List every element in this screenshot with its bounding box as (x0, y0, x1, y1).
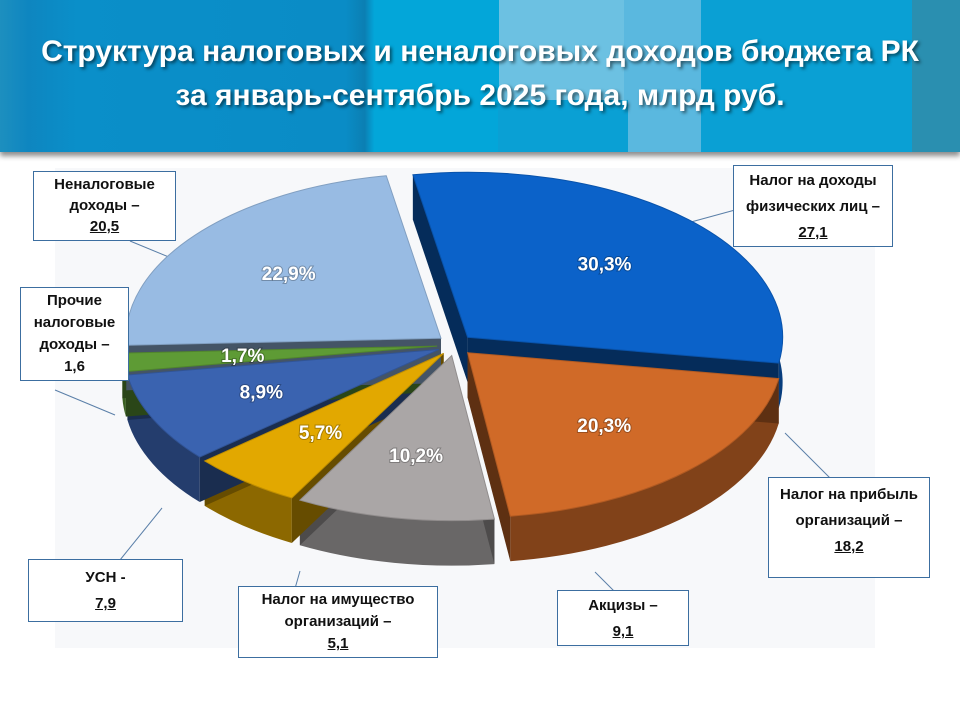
callout-label: Прочие налоговые доходы (33, 292, 116, 353)
callout-value: 27,1 (798, 224, 828, 241)
callout-label: Акцизы (588, 597, 646, 614)
percent-label: 22,9% (262, 264, 316, 285)
callout-sep: – (378, 613, 392, 630)
callout-value: 20,5 (89, 218, 120, 235)
slice-outer-wall (299, 500, 495, 566)
callout-value: 5,1 (327, 635, 349, 652)
callout-label: УСН (85, 569, 117, 586)
callout-label: Налог на доходы физических лиц (746, 172, 877, 215)
title-banner: Структура налоговых и неналоговых доходо… (0, 0, 960, 152)
pie-slice (298, 354, 496, 522)
pie-slice (126, 349, 439, 458)
percent-label: 1,7% (221, 346, 264, 367)
callout-ndfl: Налог на доходы физических лиц – 27,1 (733, 165, 893, 247)
page-title: Структура налоговых и неналоговых доходо… (0, 30, 960, 118)
callout-usn: УСН -7,9 (28, 559, 183, 622)
callout-value: 7,9 (95, 595, 116, 612)
leader-line-usn (119, 507, 163, 561)
callout-sep: – (645, 597, 658, 614)
percent-label: 5,7% (299, 423, 342, 444)
pie-slice (412, 171, 784, 364)
callout-sep: – (867, 198, 880, 215)
percent-label: 10,2% (389, 446, 443, 467)
slice-outer-wall (127, 375, 200, 503)
callout-nontax: Неналоговые доходы –20,5 (33, 171, 176, 241)
pie-slice (203, 352, 444, 499)
callout-sep: – (127, 197, 140, 214)
callout-sep: - (116, 569, 126, 586)
title-line-1: Структура налоговых и неналоговых доходо… (41, 35, 919, 68)
slice-side-wall (467, 352, 511, 562)
pie-slice (466, 352, 780, 517)
callout-label: Налог на имущество организаций (261, 591, 415, 630)
percent-label: 20,3% (577, 416, 631, 437)
banner-block (498, 100, 628, 152)
callout-label: Налог на прибыль организаций (780, 486, 918, 529)
callout-value: 9,1 (612, 623, 634, 640)
callout-value: 1,6 (64, 358, 85, 375)
slice-outer-wall (510, 378, 779, 562)
callout-label: Неналоговые доходы (54, 176, 155, 214)
leader-line-other (54, 389, 116, 416)
percent-label: 30,3% (578, 254, 632, 275)
title-line-2: за январь-сентябрь 2025 года, млрд руб. (175, 79, 785, 112)
slice-side-wall (412, 174, 468, 383)
callout-sep: – (889, 512, 903, 529)
callout-property: Налог на имущество организаций – 5,1 (238, 586, 438, 658)
callout-profit: Налог на прибыль организаций – 18,2 (768, 477, 930, 578)
callout-value: 18,2 (834, 538, 864, 555)
callout-other-tax: Прочие налоговые доходы –1,6 (20, 287, 129, 381)
callout-excise: Акцизы –9,1 (557, 590, 689, 646)
callout-sep: – (97, 336, 110, 353)
leader-line-profit (784, 432, 831, 479)
percent-label: 8,9% (240, 382, 283, 403)
